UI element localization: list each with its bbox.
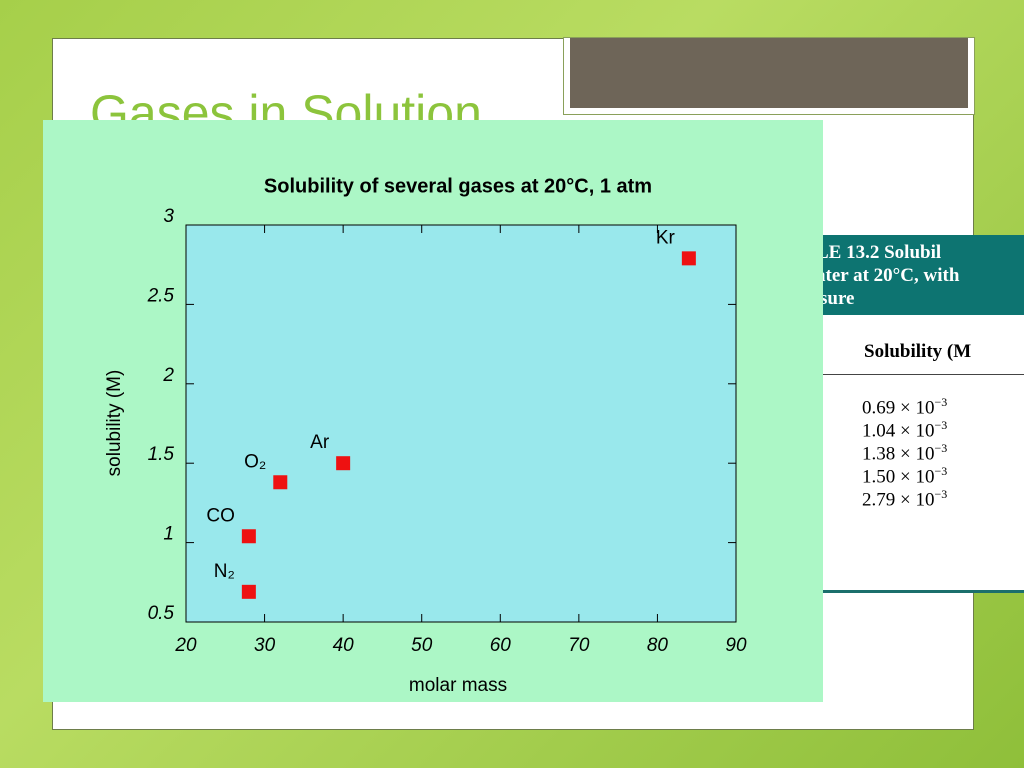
point	[336, 456, 351, 471]
y-axis-label: solubility (M)	[104, 370, 125, 477]
x-tick-label: 80	[647, 635, 669, 656]
column-header: Solubility (M	[822, 315, 1024, 375]
mantissa: 2.79 × 10	[862, 489, 935, 511]
chart-title: Solubility of several gases at 20°C, 1 a…	[264, 175, 652, 197]
x-tick-label: 60	[490, 635, 512, 656]
table-row: 1.50 × 10−3	[822, 460, 1024, 487]
table-header-line: ater at 20°C, with	[822, 265, 960, 286]
chart: Solubility of several gases at 20°C, 1 a…	[43, 120, 823, 702]
table-header: LE 13.2 Solubil ater at 20°C, with sure	[822, 235, 1024, 315]
table-header-line: sure	[822, 288, 855, 309]
x-axis-label: molar mass	[409, 675, 507, 696]
point-label: N₂	[214, 561, 235, 582]
table-header-line: LE 13.2 Solubil	[822, 242, 942, 263]
exponent: −3	[934, 441, 948, 455]
table-row: 1.38 × 10−3	[822, 437, 1024, 464]
exponent: −3	[934, 418, 948, 432]
mantissa: 0.69 × 10	[862, 397, 935, 419]
table-row: 2.79 × 10−3	[822, 483, 1024, 510]
point	[681, 251, 696, 266]
point	[273, 475, 288, 490]
point	[241, 529, 256, 544]
mantissa: 1.38 × 10	[862, 443, 935, 465]
point-label: Kr	[656, 227, 676, 248]
x-tick-label: 70	[568, 635, 590, 656]
x-tick-label: 90	[725, 635, 747, 656]
table-body: 0.69 × 10−3 1.04 × 10−3 1.38 × 10−3 1.50 × …	[822, 375, 1024, 510]
y-tick-label: 2	[162, 365, 174, 386]
point	[241, 584, 256, 599]
x-tick-label: 40	[333, 635, 355, 656]
y-tick-label: 0.5	[148, 603, 175, 624]
y-tick-label: 1.5	[148, 444, 175, 465]
point-label: Ar	[310, 432, 330, 453]
exponent: −3	[934, 487, 948, 501]
picture	[570, 38, 968, 108]
table-row: 0.69 × 10−3	[822, 391, 1024, 418]
mantissa: 1.50 × 10	[862, 466, 935, 488]
plot-area	[185, 224, 737, 623]
x-tick-label: 50	[411, 635, 433, 656]
point-label: O₂	[244, 451, 266, 472]
y-tick-label: 2.5	[147, 285, 175, 306]
point-label: CO	[206, 505, 235, 526]
table-row: 1.04 × 10−3	[822, 414, 1024, 441]
exponent: −3	[934, 395, 948, 409]
x-tick-label: 30	[254, 635, 276, 656]
y-tick-label: 1	[163, 524, 174, 545]
table: LE 13.2 Solubil ater at 20°C, with sure …	[822, 235, 1024, 593]
mantissa: 1.04 × 10	[862, 420, 935, 442]
picture-frame	[563, 37, 975, 115]
x-tick-label: 20	[174, 635, 197, 656]
y-tick-label: 3	[163, 206, 174, 227]
exponent: −3	[934, 464, 948, 478]
